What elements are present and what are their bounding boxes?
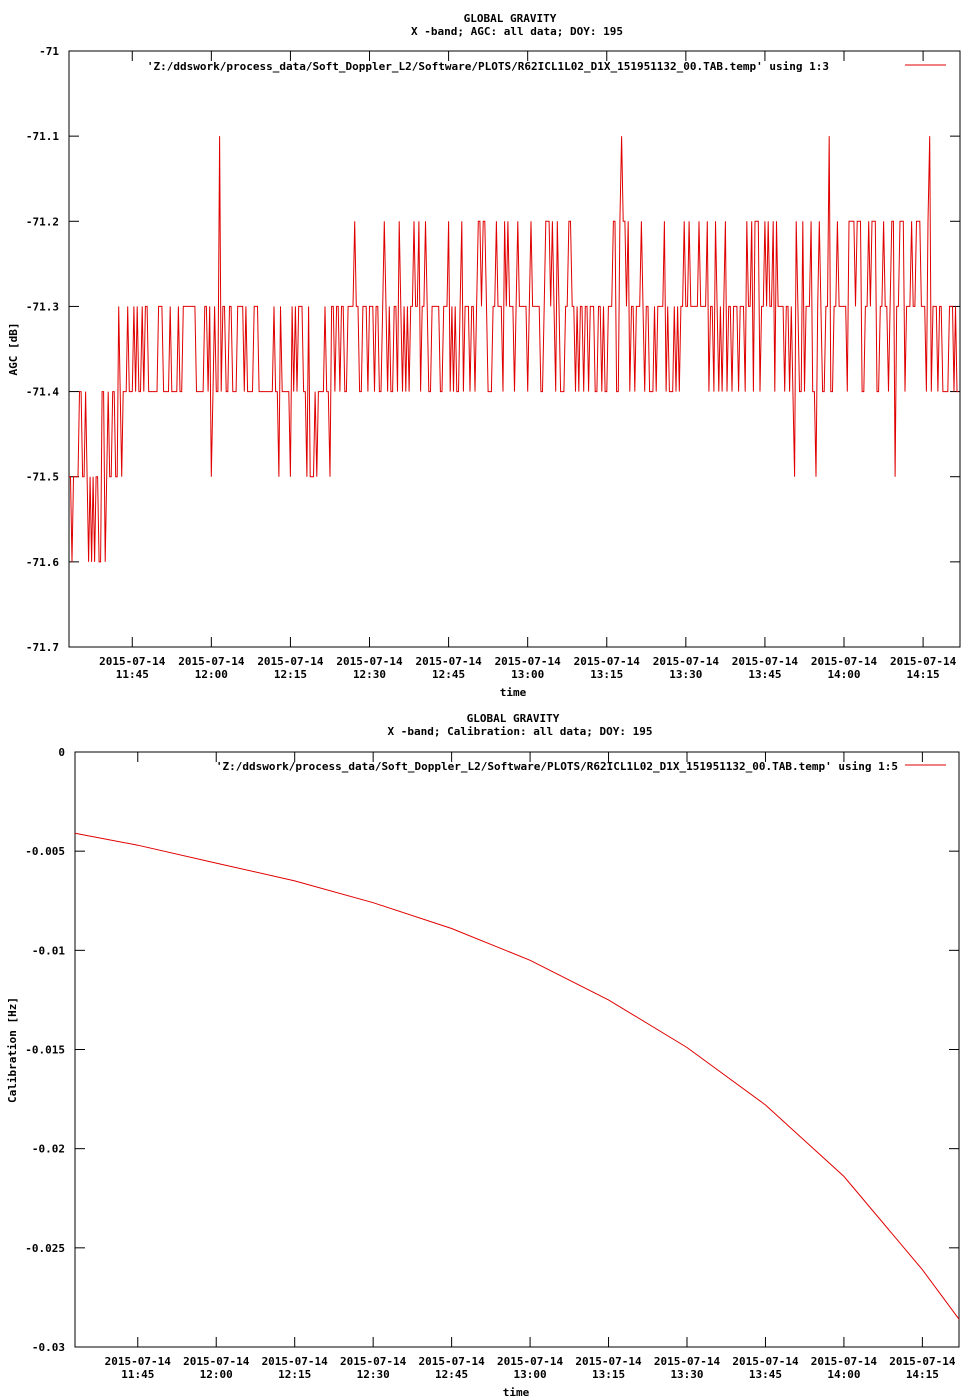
x-tick-label-date: 2015-07-14 (653, 655, 720, 668)
x-tick-label-time: 13:30 (669, 668, 702, 681)
x-tick-label-time: 12:30 (357, 1368, 390, 1381)
x-tick-label-date: 2015-07-14 (732, 1355, 799, 1368)
series-line (74, 832, 960, 1320)
y-tick-label: -0.005 (25, 845, 65, 858)
y-tick-label: -71.6 (26, 556, 59, 569)
calibration-x-axis: 2015-07-1411:452015-07-1412:002015-07-14… (105, 752, 956, 1381)
y-tick-label: -71.1 (26, 130, 59, 143)
x-tick-label-time: 12:00 (195, 668, 228, 681)
calibration-series (74, 832, 960, 1320)
agc-x-axis-label: time (500, 686, 527, 699)
x-tick-label-date: 2015-07-14 (418, 1355, 485, 1368)
x-tick-label-date: 2015-07-14 (654, 1355, 721, 1368)
x-tick-label-date: 2015-07-14 (340, 1355, 407, 1368)
y-tick-label: -71.2 (26, 215, 59, 228)
agc-x-axis: 2015-07-1411:452015-07-1412:002015-07-14… (99, 51, 957, 681)
x-tick-label-time: 13:00 (514, 1368, 547, 1381)
y-tick-label: -71.4 (26, 386, 59, 399)
x-tick-label-time: 13:45 (748, 668, 781, 681)
x-tick-label-date: 2015-07-14 (575, 1355, 642, 1368)
y-tick-label: -0.02 (32, 1143, 65, 1156)
x-tick-label-time: 12:15 (274, 668, 307, 681)
agc-plot-frame (68, 50, 961, 648)
x-tick-label-date: 2015-07-14 (811, 1355, 878, 1368)
x-tick-label-date: 2015-07-14 (811, 655, 878, 668)
x-tick-label-time: 12:00 (200, 1368, 233, 1381)
y-tick-label: -71.3 (26, 300, 59, 313)
y-tick-label: -71.7 (26, 641, 59, 654)
x-tick-label-date: 2015-07-14 (889, 1355, 956, 1368)
calibration-chart-subtitle: X -band; Calibration: all data; DOY: 195 (388, 725, 653, 738)
calibration-chart: GLOBAL GRAVITY X -band; Calibration: all… (6, 712, 960, 1399)
calibration-chart-title: GLOBAL GRAVITY (467, 712, 560, 725)
x-tick-label-date: 2015-07-14 (732, 655, 799, 668)
agc-chart-subtitle: X -band; AGC: all data; DOY: 195 (411, 25, 623, 38)
x-tick-label-time: 14:15 (907, 668, 940, 681)
agc-series (69, 136, 959, 563)
y-tick-label: -71 (39, 45, 59, 58)
y-tick-label: -0.01 (32, 944, 65, 957)
x-tick-label-date: 2015-07-14 (178, 655, 245, 668)
x-tick-label-date: 2015-07-14 (99, 655, 166, 668)
x-tick-label-time: 13:30 (670, 1368, 703, 1381)
y-tick-label: 0 (58, 746, 65, 759)
agc-legend-label: 'Z:/ddswork/process_data/Soft_Doppler_L2… (147, 60, 829, 73)
series-line (69, 136, 959, 563)
x-tick-label-date: 2015-07-14 (890, 655, 957, 668)
x-tick-label-date: 2015-07-14 (574, 655, 641, 668)
x-tick-label-time: 14:15 (906, 1368, 939, 1381)
x-tick-label-time: 12:30 (353, 668, 386, 681)
x-tick-label-time: 14:00 (827, 1368, 860, 1381)
agc-chart: GLOBAL GRAVITY X -band; AGC: all data; D… (7, 12, 961, 699)
x-tick-label-time: 13:15 (590, 668, 623, 681)
x-tick-label-date: 2015-07-14 (105, 1355, 172, 1368)
calibration-x-axis-label: time (503, 1386, 530, 1399)
x-tick-label-date: 2015-07-14 (495, 655, 562, 668)
x-tick-label-date: 2015-07-14 (183, 1355, 250, 1368)
x-tick-label-date: 2015-07-14 (415, 655, 482, 668)
calibration-legend-label: 'Z:/ddswork/process_data/Soft_Doppler_L2… (216, 760, 898, 773)
x-tick-label-time: 14:00 (827, 668, 860, 681)
x-tick-label-time: 11:45 (121, 1368, 154, 1381)
x-tick-label-time: 12:15 (278, 1368, 311, 1381)
agc-chart-title: GLOBAL GRAVITY (464, 12, 557, 25)
x-tick-label-time: 13:15 (592, 1368, 625, 1381)
x-tick-label-date: 2015-07-14 (257, 655, 324, 668)
calibration-y-axis-label: Calibration [Hz] (6, 997, 19, 1103)
x-tick-label-time: 11:45 (116, 668, 149, 681)
calibration-y-axis: -0.03 -0.025 -0.02 -0.015 -0.01 -0.005 0 (25, 746, 959, 1354)
x-tick-label-date: 2015-07-14 (262, 1355, 329, 1368)
y-tick-label: -0.025 (25, 1242, 65, 1255)
y-tick-label: -71.5 (26, 471, 59, 484)
agc-y-axis-label: AGC [dB] (7, 323, 20, 376)
x-tick-label-time: 12:45 (432, 668, 465, 681)
x-tick-label-time: 13:45 (749, 1368, 782, 1381)
y-tick-label: -0.015 (25, 1044, 65, 1057)
calibration-plot-frame (74, 751, 960, 1348)
x-tick-label-date: 2015-07-14 (336, 655, 403, 668)
x-tick-label-time: 13:00 (511, 668, 544, 681)
y-tick-label: -0.03 (32, 1341, 65, 1354)
agc-y-axis: -71.7 -71.6 -71.5 -71.4 -71.3 -71.2 -71.1 -71 (26, 45, 960, 654)
x-tick-label-time: 12:45 (435, 1368, 468, 1381)
x-tick-label-date: 2015-07-14 (497, 1355, 564, 1368)
